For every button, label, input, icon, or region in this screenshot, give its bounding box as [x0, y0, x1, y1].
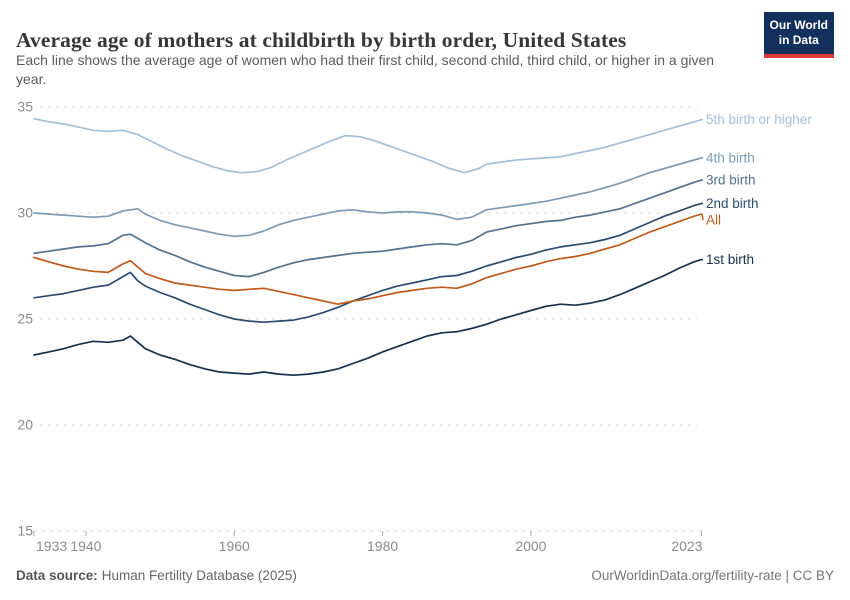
series-line-2nd-birth[interactable] [33, 202, 703, 324]
series-label-connector [701, 213, 704, 221]
series-line-4th-birth[interactable] [33, 157, 703, 238]
x-axis-label: 1960 [219, 538, 250, 554]
y-axis-label: 35 [17, 99, 33, 115]
x-axis-label: 2000 [515, 538, 546, 554]
data-source: Data source: Human Fertility Database (20… [16, 568, 297, 583]
chart-footer: Data source: Human Fertility Database (20… [16, 568, 834, 583]
x-axis-label: 1940 [70, 538, 101, 554]
series-line-3rd-birth[interactable] [33, 179, 703, 278]
owid-logo-line1: Our World [769, 18, 828, 32]
line-chart: 15 20 25 30 35 1933 1940 1960 1980 2000 2023 5th bi… [0, 88, 850, 558]
series-label-all[interactable]: All [706, 212, 721, 227]
series-line-5th-birth-or-higher[interactable] [33, 117, 703, 174]
x-axis-label: 2023 [671, 538, 702, 554]
y-axis-label: 20 [17, 417, 33, 433]
series-label-5th-birth-or-higher[interactable]: 5th birth or higher [706, 112, 812, 127]
data-source-value: Human Fertility Database (2025) [101, 568, 297, 583]
y-axis-label: 30 [17, 205, 33, 221]
series-line-all[interactable] [33, 213, 703, 306]
owid-logo-line2: in Data [778, 33, 819, 48]
credit-link[interactable]: OurWorldinData.org/fertility-rate | CC B… [591, 568, 834, 583]
x-axis-label: 1933 [36, 538, 67, 554]
chart-subtitle: Each line shows the average age of women… [16, 52, 715, 87]
series-label-4th-birth[interactable]: 4th birth [706, 150, 755, 165]
series-label-1st-birth[interactable]: 1st birth [706, 252, 754, 267]
x-axis-label: 1980 [367, 538, 398, 554]
series-label-2nd-birth[interactable]: 2nd birth [706, 196, 759, 211]
data-source-label: Data source: [16, 568, 98, 583]
chart-canvas: 15 20 25 30 35 1933 1940 1960 1980 2000 2023 5th bi… [17, 99, 812, 555]
y-axis-label: 25 [17, 311, 33, 327]
page-title: Average age of mothers at childbirth by … [16, 28, 627, 53]
owid-logo: Our World in Data [763, 12, 834, 58]
y-axis-label: 15 [17, 523, 33, 539]
series-line-1st-birth[interactable] [33, 258, 703, 377]
series-label-3rd-birth[interactable]: 3rd birth [706, 173, 756, 188]
